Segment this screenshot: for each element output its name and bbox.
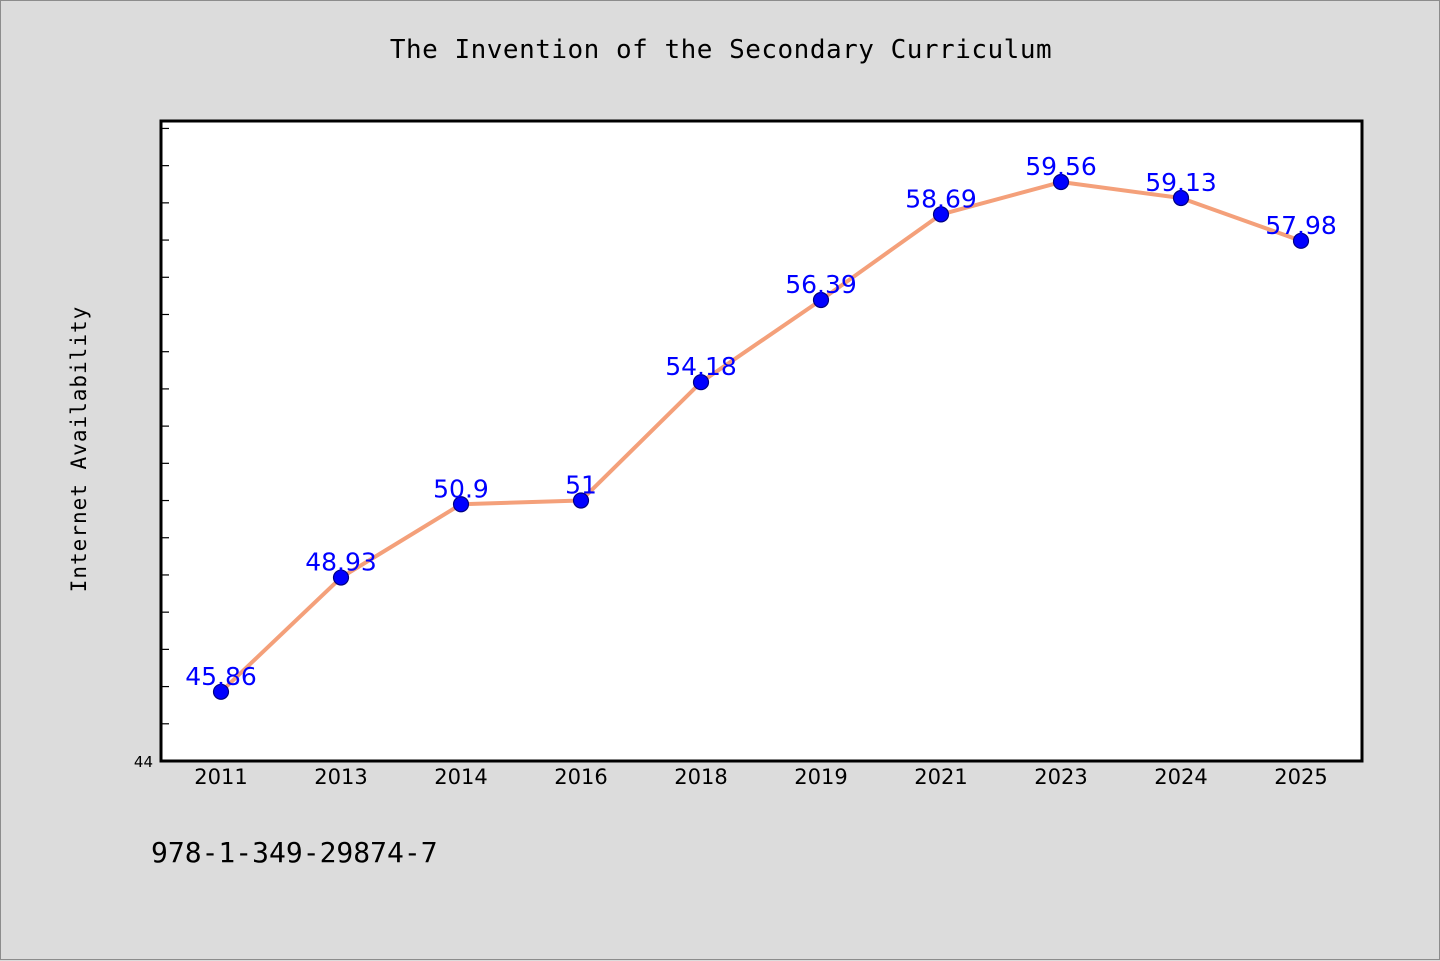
data-point (812, 291, 830, 309)
data-label: 51 (565, 471, 597, 500)
data-point (452, 496, 470, 513)
data-label: 58.69 (905, 184, 977, 213)
data-point (572, 492, 590, 509)
data-label: 56.39 (785, 270, 857, 299)
data-point (1052, 173, 1070, 191)
data-point (1292, 232, 1310, 249)
x-tick-label: 2014 (434, 765, 487, 789)
x-tick-label: 2019 (794, 765, 847, 789)
y-min-tick-label: 44 (134, 753, 153, 771)
x-tick-label: 2025 (1274, 765, 1327, 789)
data-label: 59.56 (1025, 152, 1097, 181)
data-label: 48.93 (305, 548, 377, 577)
x-tick-label: 2018 (674, 765, 727, 789)
data-label: 50.9 (433, 474, 489, 503)
x-tick-label: 2013 (314, 765, 367, 789)
isbn-code: 978-1-349-29874-7 (151, 836, 438, 869)
data-point (692, 374, 710, 391)
data-label: 57.98 (1265, 211, 1337, 240)
x-tick-label: 2021 (914, 765, 967, 789)
chart-title: The Invention of the Secondary Curriculu… (389, 35, 1053, 65)
x-tick-label: 2023 (1034, 765, 1087, 789)
plot-area (159, 119, 1364, 763)
data-label: 45.86 (185, 662, 257, 691)
data-point (212, 683, 230, 700)
data-point (1172, 189, 1190, 207)
x-tick-label: 2016 (554, 765, 607, 789)
data-label: 54.18 (665, 352, 737, 381)
data-point (332, 569, 350, 586)
x-tick-label: 2024 (1154, 765, 1207, 789)
data-label: 59.13 (1145, 168, 1217, 197)
data-point (932, 206, 950, 223)
series-line (219, 180, 1303, 694)
x-tick-label: 2011 (194, 765, 247, 789)
